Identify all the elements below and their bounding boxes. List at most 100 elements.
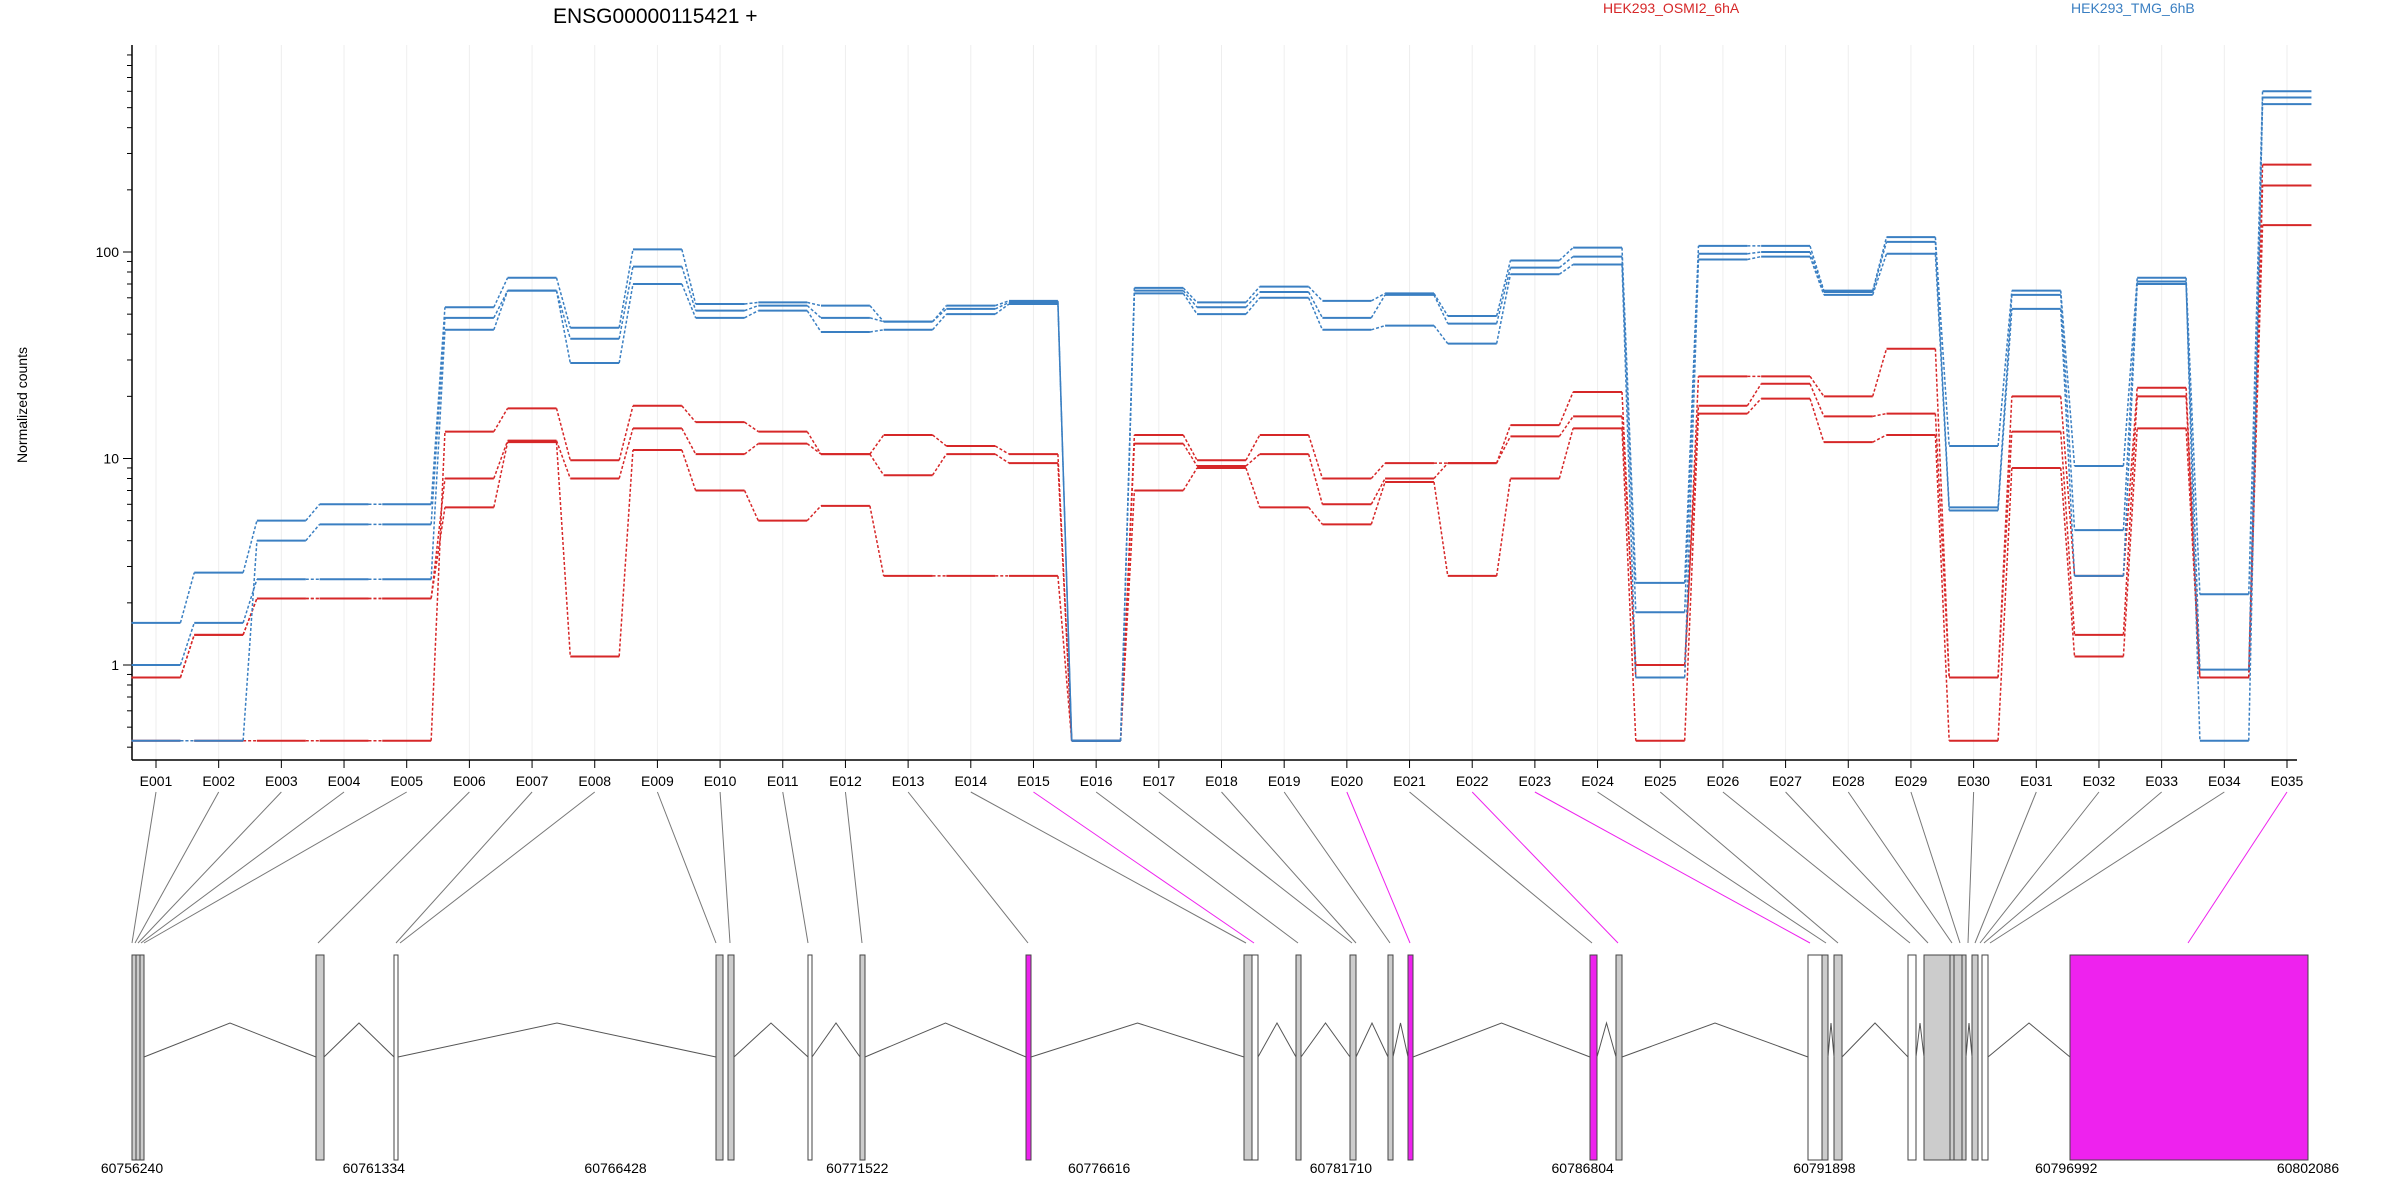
exon-box (1025, 954, 1032, 1161)
series-connector (1934, 413, 1950, 678)
series-connector (1558, 263, 1574, 275)
series-connector (1495, 436, 1512, 464)
x-tick-label: E002 (202, 773, 235, 789)
series-connector (994, 300, 1010, 307)
intron-line (1621, 1022, 1809, 1058)
series-connector (493, 407, 509, 432)
series-connector (869, 505, 885, 577)
series-connector (2185, 283, 2201, 670)
series-connector (806, 305, 822, 319)
series-connector (1495, 267, 1512, 324)
series-connector (1558, 391, 1574, 426)
x-tick-label: E030 (1957, 773, 1990, 789)
exon-box (393, 954, 399, 1161)
genomic-coordinate-label: 60791898 (1793, 1160, 1856, 1176)
axes: 1 10 100 (96, 45, 133, 760)
series-connector (1871, 348, 1888, 397)
legend-label-tmg: HEK293_TMG_6hB (2071, 0, 2195, 16)
exon-box (1821, 954, 1829, 1161)
series-connector (1558, 247, 1574, 262)
series-connector (744, 301, 759, 305)
gene-model (131, 954, 2309, 1161)
series-connector (1683, 405, 1700, 666)
series-connector (1433, 481, 1449, 577)
series-connector (806, 310, 822, 333)
series-connector (2122, 396, 2138, 635)
intron-line (1965, 1022, 1973, 1058)
series-lines (131, 90, 2312, 742)
exon-box (1589, 954, 1598, 1161)
series-connector (430, 329, 446, 580)
series-connector (2059, 290, 2076, 467)
intron-line (1827, 1022, 1835, 1058)
series-connector (493, 440, 509, 479)
exon-box (1243, 954, 1253, 1161)
series-connector (806, 443, 822, 455)
x-tick-label: E026 (1707, 773, 1740, 789)
x-tick-label: E004 (328, 773, 361, 789)
series-connector (1433, 325, 1449, 345)
series-connector (1433, 462, 1449, 480)
legend-label-osmi2: HEK293_OSMI2_6hA (1603, 0, 1740, 16)
exon-box (1807, 954, 1823, 1161)
exon-box (1349, 954, 1357, 1161)
exon-connector (1095, 791, 1299, 944)
exon-box (1923, 954, 1955, 1161)
series-connector (430, 317, 446, 525)
series-connector (1057, 575, 1073, 741)
series-connector (1182, 290, 1198, 308)
genomic-coordinate-label: 60796992 (2035, 1160, 2098, 1176)
exon-connector (137, 791, 282, 944)
exon-connector (395, 791, 533, 944)
series-connector (1057, 300, 1073, 741)
y-tick-label: 100 (96, 244, 120, 260)
genomic-coordinate-label: 60766428 (584, 1160, 647, 1176)
series-connector (869, 434, 885, 455)
x-tick-label: E005 (390, 773, 423, 789)
series-connector (1872, 412, 1887, 418)
exon-box (1907, 954, 1917, 1161)
series-connector (1307, 434, 1324, 479)
series-connector (994, 453, 1010, 464)
exon-connector (719, 791, 731, 944)
series-connector (744, 443, 759, 455)
series-connector (744, 421, 759, 433)
exon-connector (317, 791, 470, 944)
intron-line (143, 1022, 317, 1058)
series-connector (179, 634, 195, 678)
exon-connector (1983, 791, 2162, 944)
series-connector (1934, 241, 1950, 508)
x-tick-label: E019 (1268, 773, 1301, 789)
series-connector (242, 579, 258, 624)
series-connector (618, 249, 634, 328)
series-connector (1245, 297, 1261, 315)
exon-connector (131, 791, 157, 944)
exon-axis: E001 E002 E003 E004 E005 E006 E007 E008 E009 E010… (132, 759, 2304, 789)
series-connector (869, 453, 885, 476)
exon-connector (1722, 791, 1911, 944)
exon-connector (1979, 791, 2100, 944)
series-connector (1495, 260, 1512, 317)
series-connector (179, 572, 195, 624)
series-connector (681, 449, 697, 491)
exon-box (2069, 954, 2309, 1161)
x-tick-label: E027 (1769, 773, 1802, 789)
exon-connector (143, 791, 407, 944)
series-connector (2122, 281, 2138, 531)
exon-connector (1534, 791, 1811, 944)
series-connector (1997, 467, 2013, 741)
series-connector (1558, 415, 1574, 437)
series-connector (1308, 506, 1323, 525)
series-connector (1308, 286, 1323, 302)
x-tick-label: E015 (1017, 773, 1050, 789)
series-connector (931, 313, 947, 331)
intron-line (733, 1022, 809, 1058)
series-connector (1809, 256, 1825, 296)
series-0 (131, 224, 2312, 742)
series-connector (1495, 478, 1512, 577)
series-connector (744, 304, 759, 312)
series-connector (1747, 251, 1762, 255)
x-tick-label: E023 (1519, 773, 1552, 789)
series-connector (681, 249, 697, 305)
series-connector (618, 283, 634, 364)
